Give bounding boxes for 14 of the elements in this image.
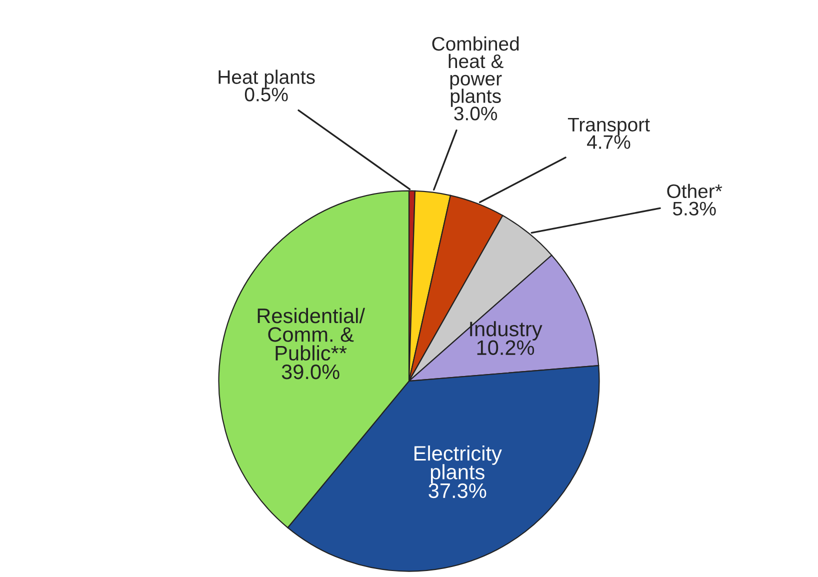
data-label: 3.0% xyxy=(454,106,498,120)
data-label: 0.5% xyxy=(244,88,288,102)
slice-label: Industry xyxy=(470,321,542,340)
data-label: 5.3% xyxy=(672,202,716,216)
data-label: 37.3% xyxy=(428,483,486,498)
slice-label: Electricity plants xyxy=(414,445,502,484)
data-label: 39.0% xyxy=(282,364,340,380)
slice-label: Heat plants xyxy=(218,70,315,88)
slice-label: Residential/ Comm. & Public** xyxy=(258,308,365,361)
slice-label: Transport xyxy=(568,118,650,136)
data-label: 4.7% xyxy=(587,135,630,149)
slice-label: Other* xyxy=(667,184,722,198)
slice-label: Combined heat & power plants xyxy=(432,36,519,107)
data-label: 10.2% xyxy=(477,340,534,356)
